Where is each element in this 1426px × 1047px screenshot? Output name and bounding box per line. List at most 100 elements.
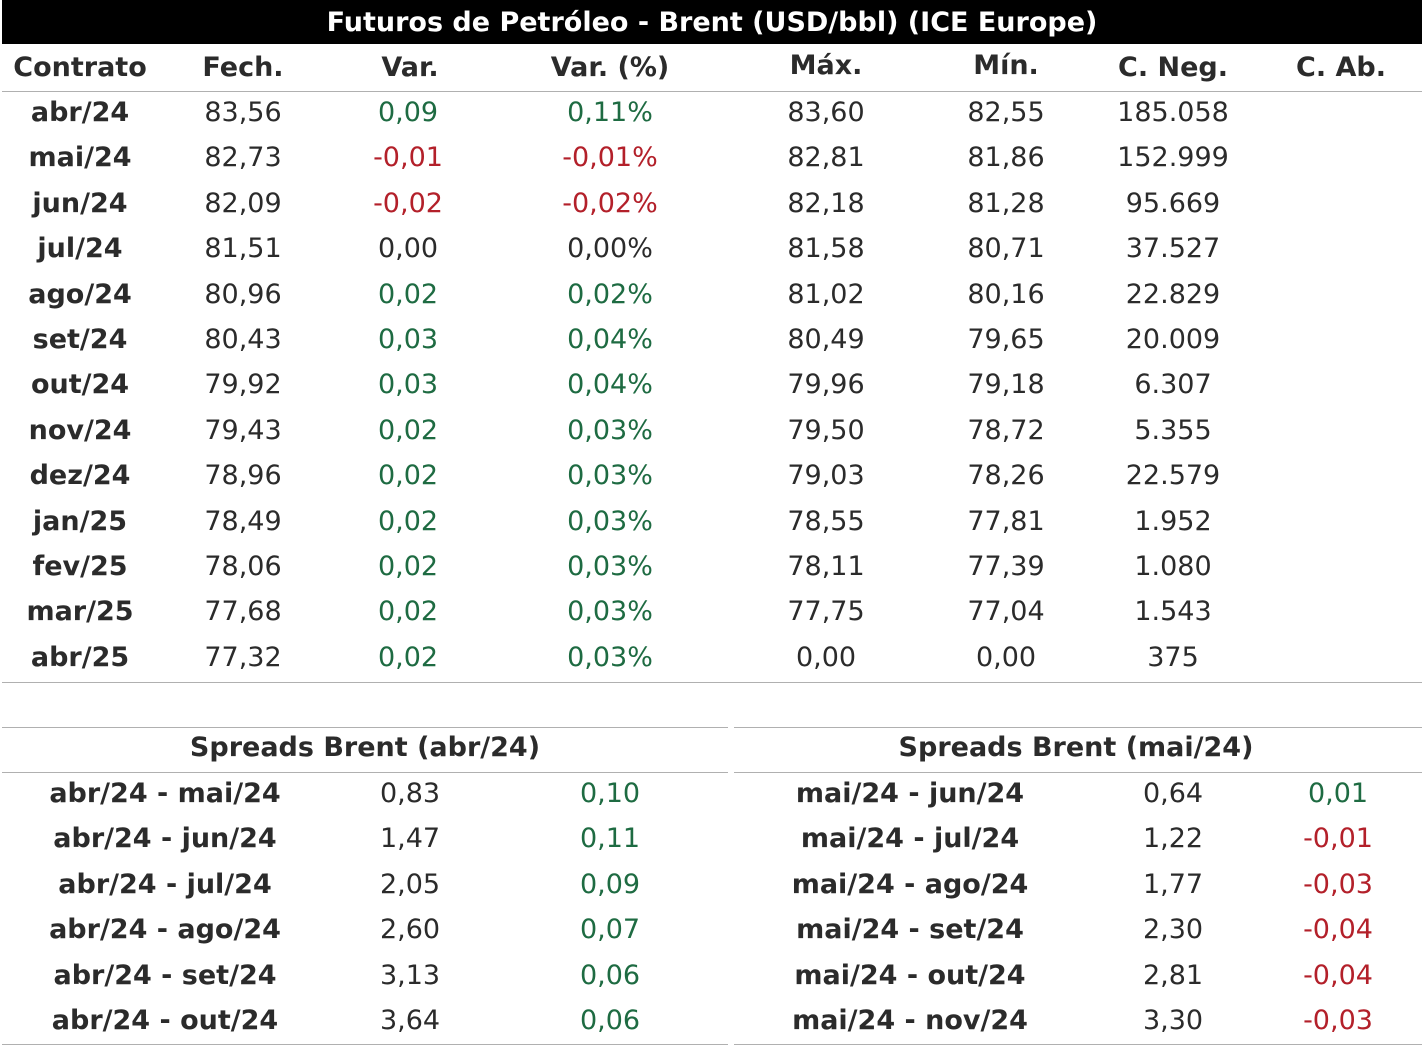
cell-min: 81,28 (967, 187, 1045, 219)
cell-max: 83,60 (787, 97, 865, 128)
cell-var-pct: 0,04% (567, 324, 653, 355)
cell-var: 0,02 (377, 641, 439, 673)
cell-var: 0,09 (377, 97, 439, 128)
cell-min: 77,81 (967, 505, 1045, 537)
cell-contract: ago/24 (28, 278, 132, 310)
cell-var: 0,02 (377, 414, 439, 446)
cell-max: 81,02 (787, 278, 865, 310)
spread-name: abr/24 - jul/24 (58, 868, 272, 900)
cell-max: 79,03 (787, 460, 865, 492)
cell-var: 0,02 (377, 551, 439, 582)
cell-var-pct: 0,03% (567, 505, 653, 537)
cell-var: 0,03 (377, 324, 439, 355)
cell-max: 79,96 (787, 369, 865, 401)
cell-neg: 1.080 (1134, 551, 1212, 582)
cell-min: 80,71 (967, 233, 1045, 265)
spread-change: 0,07 (579, 914, 641, 946)
cell-neg: 22.579 (1125, 460, 1221, 492)
spread-right-top-divider (734, 727, 1422, 728)
cell-close: 78,96 (204, 460, 282, 492)
spread-value: 2,60 (379, 914, 441, 946)
header-var-pct: Var. (%) (550, 52, 670, 83)
spread-value: 2,05 (379, 868, 441, 900)
cell-contract: out/24 (30, 369, 130, 401)
cell-neg: 20.009 (1125, 324, 1221, 355)
spread-name: abr/24 - mai/24 (49, 778, 281, 809)
cell-min: 0,00 (975, 641, 1037, 673)
cell-var-pct: 0,03% (567, 641, 653, 673)
spread-name: mai/24 - nov/24 (792, 1005, 1028, 1036)
cell-var: -0,02 (373, 187, 443, 219)
cell-close: 82,73 (204, 142, 282, 174)
cell-close: 83,56 (204, 97, 282, 128)
cell-contract: nov/24 (28, 414, 132, 446)
table-bottom-divider (2, 682, 1422, 683)
cell-var-pct: 0,11% (567, 97, 653, 128)
cell-max: 80,49 (787, 324, 865, 355)
spread-value: 2,30 (1142, 914, 1204, 946)
spread-value: 0,64 (1142, 778, 1204, 809)
spread-change: -0,03 (1303, 868, 1373, 900)
spread-value: 3,30 (1142, 1005, 1204, 1036)
header-min: Mín. (973, 50, 1039, 81)
cell-neg: 5.355 (1134, 414, 1212, 446)
cell-var: -0,01 (373, 142, 443, 174)
cell-max: 77,75 (787, 596, 865, 628)
cell-var: 0,02 (377, 278, 439, 310)
cell-var-pct: 0,00% (567, 233, 653, 265)
header-divider (2, 91, 1422, 92)
spread-change: -0,03 (1303, 1005, 1373, 1036)
cell-var: 0,02 (377, 596, 439, 628)
cell-min: 78,72 (967, 414, 1045, 446)
cell-min: 77,39 (967, 551, 1045, 582)
cell-close: 78,06 (204, 551, 282, 582)
cell-min: 82,55 (967, 97, 1045, 128)
spread-left-top-divider (2, 727, 728, 728)
table-title: Futuros de Petróleo - Brent (USD/bbl) (I… (2, 0, 1422, 44)
spread-change: 0,09 (579, 868, 641, 900)
spread-change: 0,06 (579, 1005, 641, 1036)
cell-var-pct: 0,02% (567, 278, 653, 310)
spread-right-bottom-divider (734, 1044, 1422, 1045)
cell-max: 82,81 (787, 142, 865, 174)
cell-var: 0,02 (377, 460, 439, 492)
cell-neg: 152.999 (1117, 142, 1229, 174)
cell-max: 82,18 (787, 187, 865, 219)
cell-neg: 22.829 (1125, 278, 1221, 310)
cell-var-pct: 0,03% (567, 551, 653, 582)
cell-min: 77,04 (967, 596, 1045, 628)
spread-value: 1,22 (1142, 823, 1204, 855)
spread-change: 0,01 (1307, 778, 1369, 809)
cell-min: 81,86 (967, 142, 1045, 174)
cell-close: 79,43 (204, 414, 282, 446)
spreads-left-title: Spreads Brent (abr/24) (189, 732, 541, 763)
cell-close: 80,96 (204, 278, 282, 310)
cell-max: 78,55 (787, 505, 865, 537)
spread-value: 3,64 (379, 1005, 441, 1036)
cell-min: 78,26 (967, 460, 1045, 492)
cell-close: 81,51 (204, 233, 282, 265)
cell-neg: 6.307 (1134, 369, 1212, 401)
cell-neg: 37.527 (1125, 233, 1221, 265)
header-c-neg: C. Neg. (1118, 52, 1228, 83)
header-contrato: Contrato (13, 52, 147, 83)
spread-change: -0,04 (1303, 959, 1373, 991)
spread-value: 2,81 (1142, 959, 1204, 991)
cell-contract: jan/25 (32, 505, 128, 537)
spreads-right-title: Spreads Brent (mai/24) (898, 732, 1254, 763)
cell-close: 80,43 (204, 324, 282, 355)
spread-left-header-divider (2, 772, 728, 773)
header-var: Var. (381, 52, 439, 83)
cell-min: 79,65 (967, 324, 1045, 355)
spread-right-header-divider (734, 772, 1422, 773)
cell-close: 77,68 (204, 596, 282, 628)
cell-var: 0,02 (377, 505, 439, 537)
cell-contract: abr/24 (30, 97, 130, 128)
spread-name: mai/24 - set/24 (796, 914, 1024, 946)
cell-contract: set/24 (32, 324, 128, 355)
cell-contract: jun/24 (32, 187, 128, 219)
cell-var-pct: 0,03% (567, 414, 653, 446)
cell-neg: 1.952 (1134, 505, 1212, 537)
cell-min: 80,16 (967, 278, 1045, 310)
cell-contract: abr/25 (30, 641, 130, 673)
